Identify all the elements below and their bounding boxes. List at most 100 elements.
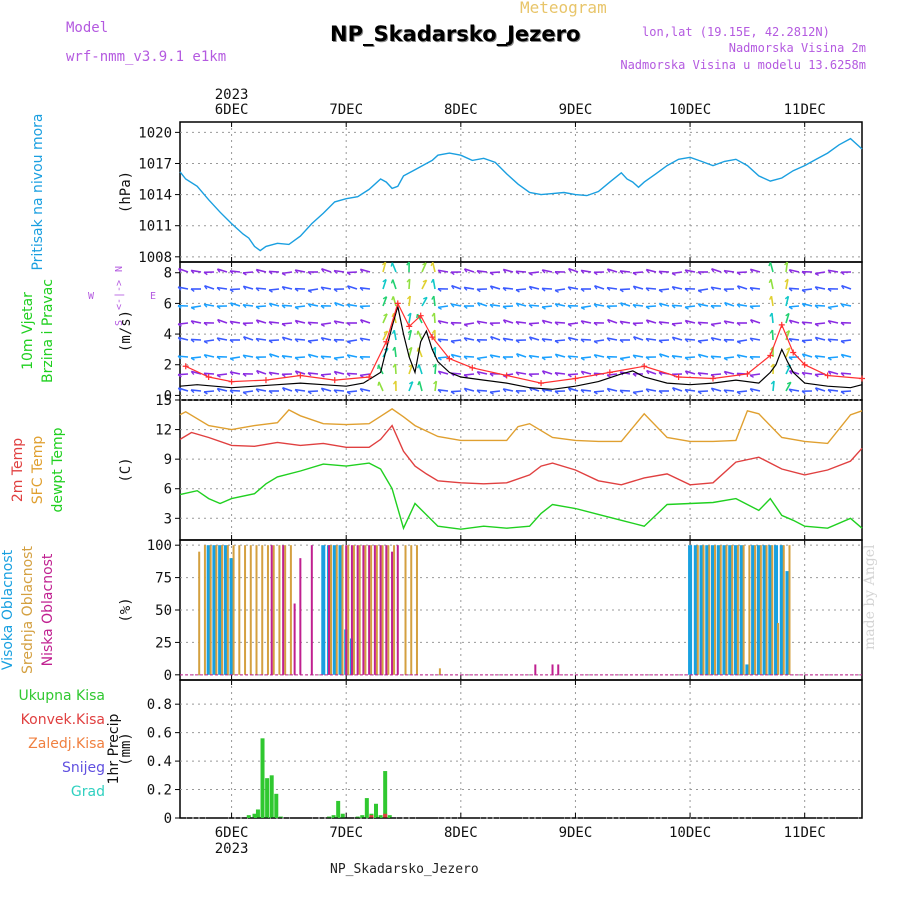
side-label-temperature-1: SFC Temp	[30, 436, 46, 505]
side-label-wind-1: Brzina i Pravac	[40, 279, 56, 383]
day-label-bottom-4: 10DEC	[669, 825, 711, 841]
wind-arrow	[321, 286, 332, 290]
temperature-series-line-1	[179, 408, 863, 445]
wind-arrow-feather	[554, 372, 559, 377]
cloud-bar-0	[229, 558, 234, 675]
wind-arrow	[771, 312, 774, 324]
wind-arrow	[685, 269, 696, 273]
wind-arrow-feather	[801, 390, 806, 395]
wind-arrow-feather	[528, 272, 533, 276]
wind-arrow-feather	[437, 338, 442, 343]
wind-arrow	[711, 286, 722, 290]
compass-north: N	[114, 266, 125, 272]
wind-arrow	[788, 305, 800, 308]
wind-arrow	[646, 319, 657, 324]
wind-arrow-feather	[346, 391, 351, 395]
wind-arrow	[633, 335, 644, 341]
wind-arrow-feather	[606, 268, 611, 273]
cloud-bar-1	[209, 545, 212, 675]
wind-arrow-feather	[229, 389, 234, 394]
ytick-label-clouds-2: 50	[155, 603, 172, 619]
wind-arrow-feather	[554, 271, 559, 275]
precip-bar-0	[355, 816, 360, 818]
cloud-bar-0	[693, 545, 698, 675]
wind-arrow	[568, 387, 579, 392]
side-label-temperature-2: dewpt Temp	[50, 427, 66, 512]
wind-arrow	[502, 305, 514, 308]
wind-gust-marker	[406, 323, 413, 330]
wind-arrow-feather	[784, 295, 789, 300]
wind-arrow	[815, 336, 826, 341]
wind-arrow	[229, 270, 241, 273]
precip-bar-0	[364, 798, 369, 818]
wind-arrow-feather	[294, 357, 299, 361]
wind-arrow-feather	[567, 387, 572, 392]
wind-gust-line	[185, 301, 863, 384]
wind-arrow	[645, 337, 657, 341]
cloud-bar-0	[338, 545, 343, 675]
unit-label-pressure: (hPa)	[118, 171, 134, 213]
cloud-bar-2	[391, 551, 394, 675]
wind-arrow-feather	[406, 295, 411, 300]
wind-arrow-feather	[710, 286, 715, 291]
wind-arrow	[789, 369, 800, 375]
wind-arrow	[321, 387, 332, 392]
wind-arrow-feather	[770, 346, 774, 351]
wind-arrow	[268, 371, 280, 375]
wind-arrow-feather	[580, 357, 585, 361]
wind-arrow-feather	[658, 270, 663, 275]
wind-arrow	[711, 336, 722, 341]
wind-arrow-feather	[431, 312, 435, 317]
wind-gust-marker	[801, 361, 808, 368]
wind-arrow-feather	[229, 270, 234, 275]
wind-arrow	[242, 390, 254, 394]
wind-arrow	[789, 268, 800, 273]
wind-arrow	[178, 267, 189, 273]
wind-arrow	[723, 356, 735, 360]
wind-arrow	[204, 303, 215, 307]
cloud-bar-1	[198, 551, 201, 675]
wind-arrow-feather	[203, 354, 208, 359]
wind-arrow-feather	[294, 306, 299, 310]
wind-arrow	[567, 322, 579, 326]
lonlat-text: lon,lat (19.15E, 42.2812N)	[642, 25, 830, 39]
wind-arrow-feather	[554, 353, 559, 358]
wind-arrow	[541, 338, 553, 341]
wind-arrow-feather	[476, 302, 481, 307]
wind-arrow-feather	[736, 391, 741, 395]
wind-arrow-feather	[346, 354, 351, 359]
wind-arrow	[580, 356, 592, 359]
wind-arrow	[771, 329, 774, 341]
wind-arrow	[229, 320, 241, 324]
wind-arrow	[515, 320, 527, 324]
wind-arrow-feather	[671, 323, 676, 327]
wind-arrow-feather	[632, 373, 637, 377]
wind-arrow	[554, 339, 566, 342]
wind-arrow	[827, 388, 839, 392]
ytick-label-temperature-2: 9	[164, 452, 172, 468]
wind-arrow	[502, 287, 514, 290]
wind-arrow-feather	[333, 270, 338, 274]
wind-arrow-feather	[490, 336, 494, 341]
wind-arrow	[432, 295, 436, 307]
wind-arrow	[567, 355, 579, 358]
wind-arrow-feather	[528, 323, 533, 327]
wind-arrow-feather	[502, 337, 507, 342]
wind-arrow-feather	[437, 288, 442, 292]
wind-arrow	[710, 373, 722, 376]
wind-arrow-feather	[268, 321, 273, 326]
wind-arrow	[490, 285, 501, 290]
wind-arrow-feather	[827, 306, 832, 310]
wind-arrow-feather	[431, 295, 435, 300]
cloud-bar-1	[438, 668, 441, 675]
wind-arrow-feather	[346, 303, 351, 308]
precip-bar-0	[278, 816, 283, 818]
wind-arrow-feather	[268, 353, 273, 358]
cloud-bar-1	[748, 545, 751, 675]
wind-arrow	[672, 285, 683, 290]
wind-arrow	[308, 303, 319, 307]
wind-arrow	[528, 271, 540, 275]
wind-arrow	[451, 303, 462, 307]
wind-arrow-feather	[749, 388, 754, 393]
wind-arrow-feather	[515, 353, 520, 358]
